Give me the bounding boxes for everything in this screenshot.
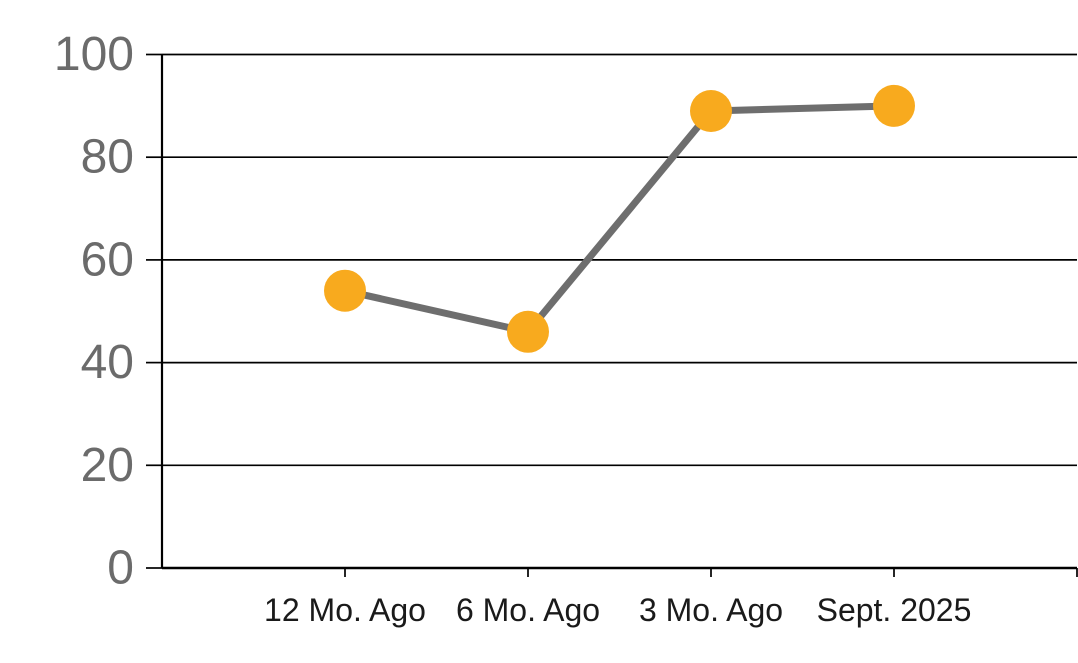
y-tick-label: 60 bbox=[81, 233, 134, 286]
data-point-marker bbox=[690, 89, 732, 132]
x-tick-label: Sept. 2025 bbox=[817, 592, 972, 628]
y-tick-label: 0 bbox=[107, 542, 134, 595]
y-tick-label: 40 bbox=[81, 336, 134, 389]
x-tick-label: 3 Mo. Ago bbox=[639, 592, 783, 628]
series-line bbox=[341, 102, 898, 336]
data-point-marker bbox=[873, 84, 915, 127]
y-tick-label: 80 bbox=[81, 131, 134, 184]
data-point-marker bbox=[507, 310, 549, 353]
x-tick-label: 6 Mo. Ago bbox=[456, 592, 600, 628]
y-tick-label: 20 bbox=[81, 439, 134, 492]
data-point-marker bbox=[324, 269, 366, 312]
y-tick-label: 100 bbox=[54, 28, 134, 81]
x-tick-label: 12 Mo. Ago bbox=[264, 592, 426, 628]
